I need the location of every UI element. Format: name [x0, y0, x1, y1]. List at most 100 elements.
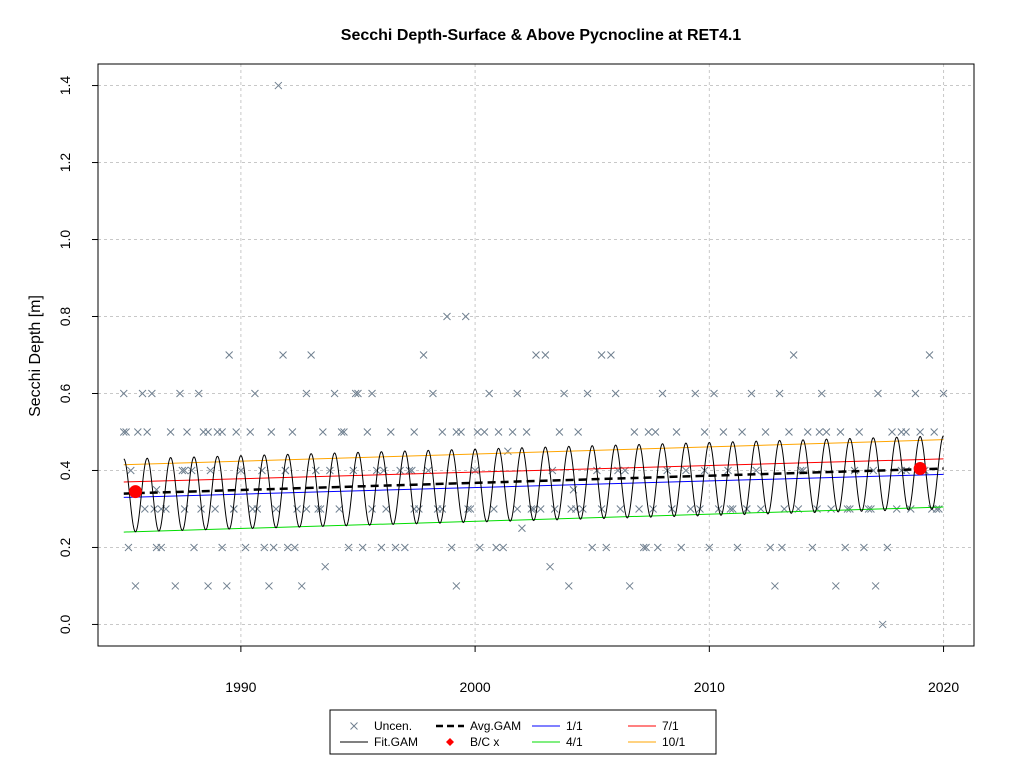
data-point-uncensored: [372, 466, 381, 475]
data-point-uncensored: [771, 582, 779, 590]
x-tick-label: 1990: [225, 679, 256, 695]
data-point-uncensored: [642, 543, 650, 552]
data-point-uncensored: [194, 389, 203, 398]
data-point-uncensored: [494, 428, 503, 436]
data-point-uncensored: [564, 582, 573, 590]
data-point-uncensored: [321, 562, 330, 571]
data-point-uncensored: [607, 351, 615, 359]
data-point-uncensored: [778, 543, 786, 552]
data-point-uncensored: [171, 582, 180, 590]
data-point-uncensored: [232, 428, 241, 436]
data-point-uncensored: [307, 351, 315, 359]
data-point-uncensored: [803, 428, 812, 436]
data-point-uncensored: [728, 505, 737, 513]
legend-label: 7/1: [662, 719, 679, 733]
data-point-uncensored: [869, 466, 878, 475]
data-point-uncensored: [602, 543, 611, 552]
data-point-uncensored: [166, 428, 175, 436]
data-point-uncensored: [452, 582, 461, 590]
data-point-uncensored: [396, 466, 405, 475]
data-point-uncensored: [204, 582, 212, 590]
data-point-uncensored: [382, 505, 390, 513]
data-point-uncensored: [272, 505, 280, 513]
data-point-uncensored: [119, 428, 128, 436]
data-point-uncensored: [131, 582, 140, 590]
data-point-uncensored: [726, 505, 735, 513]
data-point-uncensored: [843, 505, 852, 513]
legend-label: 1/1: [566, 719, 583, 733]
data-point-uncensored: [143, 428, 152, 436]
data-point-bc: [128, 485, 142, 499]
data-point-uncensored: [583, 389, 592, 398]
plot-frame: [97, 63, 975, 647]
data-point-uncensored: [630, 428, 639, 436]
data-point-uncensored: [639, 543, 648, 552]
data-point-uncensored: [527, 505, 536, 513]
data-point-uncensored: [319, 428, 327, 436]
series-line-1-1: [123, 473, 944, 498]
data-point-uncensored: [206, 466, 215, 475]
plot-area: [119, 81, 948, 629]
data-point-uncensored: [279, 351, 287, 359]
data-point-uncensored: [297, 582, 306, 590]
data-point-uncensored: [492, 543, 501, 552]
legend-label: Fit.GAM: [374, 735, 418, 749]
data-point-uncensored: [766, 543, 775, 552]
data-point-uncensored: [246, 428, 255, 436]
data-point-uncensored: [757, 505, 765, 513]
chart-title: Secchi Depth-Surface & Above Pycnocline …: [341, 27, 742, 44]
data-point-uncensored: [471, 466, 479, 475]
data-point-uncensored: [677, 543, 686, 552]
data-point-uncensored: [513, 389, 522, 398]
data-point-uncensored: [588, 543, 597, 552]
data-point-uncensored: [827, 505, 835, 513]
data-point-uncensored: [349, 466, 358, 475]
data-point-uncensored: [148, 389, 156, 398]
x-tick-label: 2010: [694, 679, 725, 695]
data-point-uncensored: [316, 505, 325, 513]
data-point-uncensored: [337, 428, 346, 436]
data-point-uncensored: [560, 389, 568, 398]
data-point-uncensored: [616, 505, 625, 513]
data-point-uncensored: [513, 505, 522, 513]
data-point-uncensored: [204, 428, 212, 436]
data-point-uncensored: [281, 466, 290, 475]
data-point-uncensored: [429, 389, 437, 398]
data-point-uncensored: [930, 428, 939, 436]
data-point-uncensored: [897, 428, 906, 436]
data-point-uncensored: [464, 505, 472, 513]
data-point-uncensored: [140, 505, 149, 513]
data-point-uncensored: [351, 389, 360, 398]
data-point-uncensored: [489, 505, 498, 513]
data-point-uncensored: [846, 505, 854, 513]
data-point-uncensored: [391, 543, 400, 552]
data-point-bc: [913, 462, 927, 476]
data-point-uncensored: [808, 543, 817, 552]
data-point-uncensored: [705, 543, 714, 552]
data-point-uncensored: [187, 466, 196, 475]
data-point-uncensored: [302, 505, 311, 513]
series-line-7-1: [123, 458, 944, 483]
data-point-uncensored: [133, 428, 142, 436]
data-point-uncensored: [290, 543, 299, 552]
data-point-uncensored: [124, 543, 133, 552]
data-point-uncensored: [447, 543, 456, 552]
y-tick-label: 0.6: [57, 384, 73, 404]
data-point-uncensored: [176, 389, 184, 398]
data-point-uncensored: [625, 582, 634, 590]
data-point-uncensored: [597, 351, 606, 359]
data-point-uncensored: [410, 505, 419, 513]
data-point-uncensored: [761, 428, 770, 436]
data-point-uncensored: [368, 389, 376, 398]
data-point-uncensored: [475, 543, 484, 552]
data-point-uncensored: [368, 505, 376, 513]
data-point-uncensored: [672, 428, 681, 436]
data-point-uncensored: [815, 428, 824, 436]
data-point-uncensored: [499, 543, 508, 552]
legend-label: B/C x: [470, 735, 499, 749]
y-tick-label: 0.8: [57, 307, 73, 327]
data-point-uncensored: [925, 351, 934, 359]
data-point-uncensored: [126, 466, 135, 475]
legend-label: Uncen.: [374, 719, 412, 733]
